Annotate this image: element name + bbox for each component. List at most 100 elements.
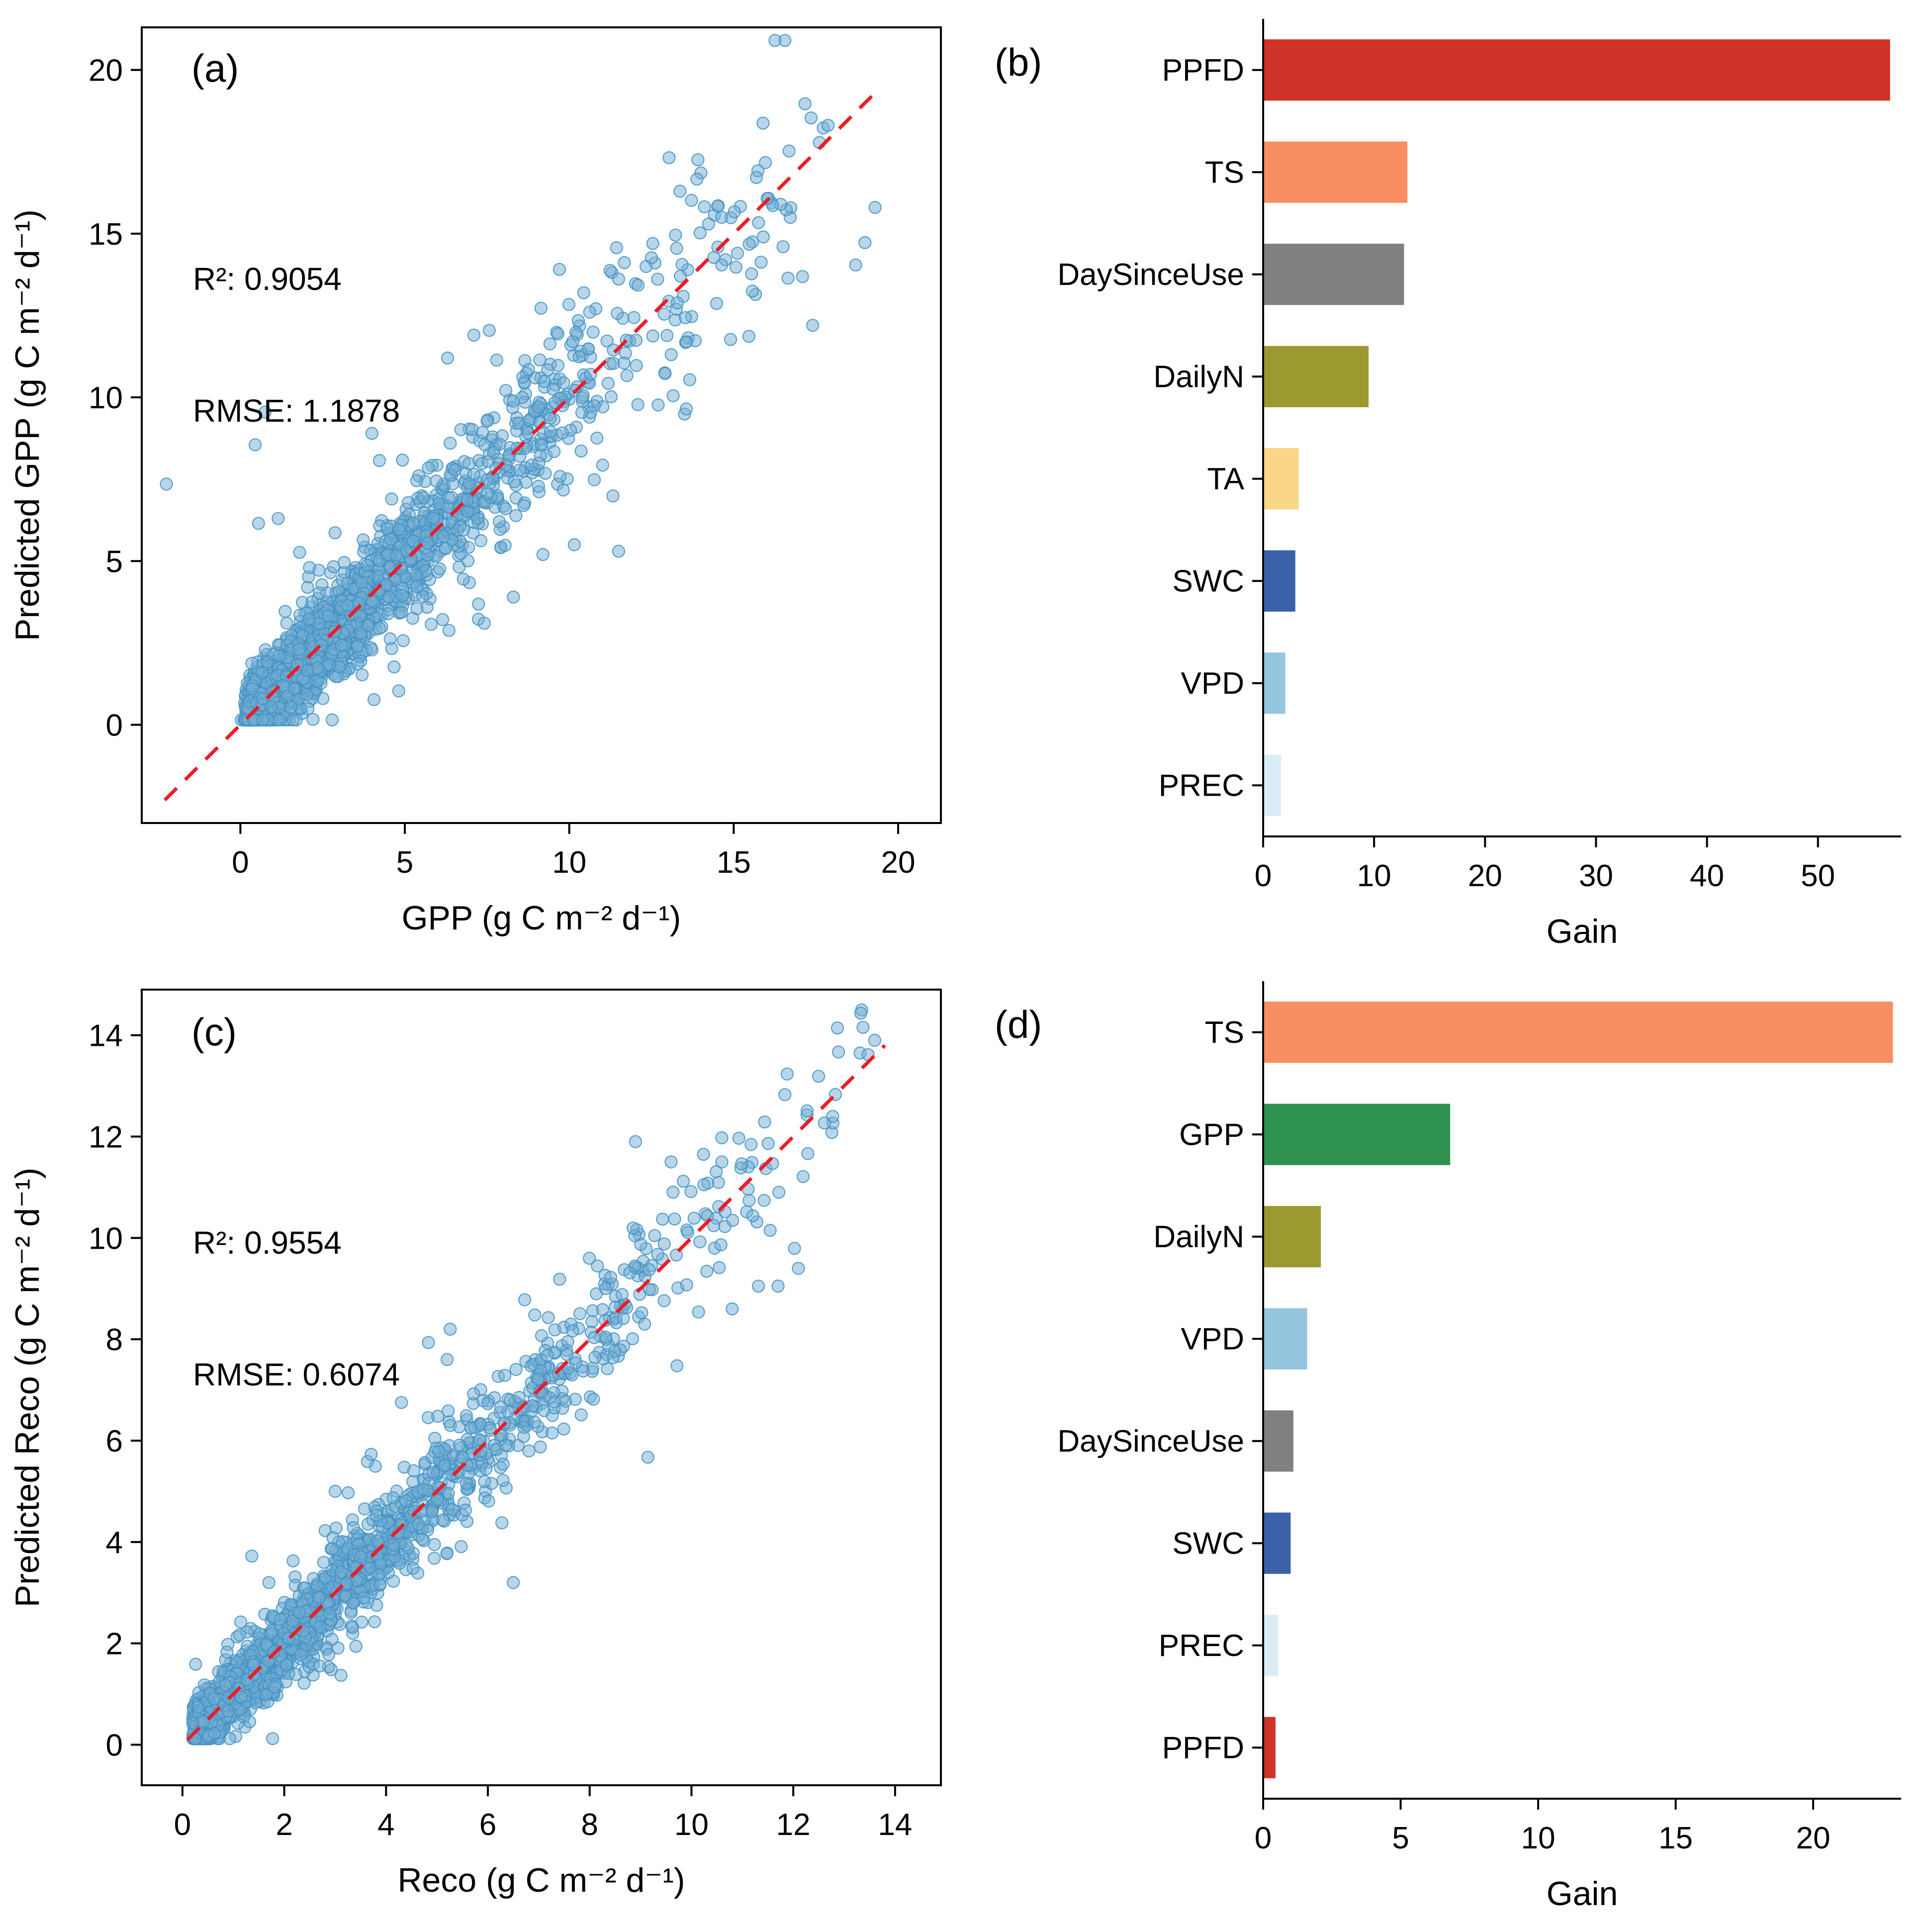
scatter-point	[381, 607, 395, 621]
scatter-outlier-point	[792, 1262, 805, 1275]
scatter-point	[326, 1531, 340, 1545]
scatter-point	[608, 1345, 622, 1358]
scatter-point	[496, 1473, 510, 1487]
scatter-point	[745, 284, 759, 298]
scatter-point	[631, 278, 645, 292]
category-label: SWC	[1172, 564, 1244, 598]
scatter-point	[481, 1397, 494, 1410]
x-tick-label: 15	[1658, 1821, 1693, 1855]
r2-value-gpp: R²: 0.9054	[193, 261, 342, 297]
scatter-point	[292, 1606, 306, 1619]
x-tick-label: 2	[276, 1808, 292, 1842]
scatter-point	[712, 1176, 725, 1189]
identity-line	[163, 94, 873, 802]
scatter-point	[323, 658, 336, 671]
scatter-point	[670, 1359, 684, 1373]
scatter-point	[586, 325, 600, 339]
scatter-point	[432, 1445, 446, 1459]
scatter-point	[566, 1324, 579, 1338]
scatter-point	[535, 439, 548, 452]
category-label: DaySinceUse	[1057, 258, 1244, 292]
scatter-point	[576, 1364, 590, 1378]
scatter-point	[715, 210, 729, 224]
scatter-point	[534, 301, 548, 315]
scatter-point	[440, 1547, 454, 1560]
scatter-point	[482, 324, 496, 337]
scatter-point	[544, 425, 557, 439]
scatter-point	[801, 1147, 815, 1160]
scatter-point	[334, 1668, 348, 1682]
scatter-point	[555, 426, 569, 440]
scatter-point	[617, 1312, 630, 1325]
scatter-point	[385, 492, 398, 506]
scatter-point	[557, 376, 570, 390]
scatter-point	[631, 398, 644, 411]
scatter-point	[455, 1540, 468, 1554]
scatter-point	[425, 618, 438, 631]
scatter-point	[577, 286, 590, 299]
scatter-point	[685, 193, 698, 207]
scatter-point	[751, 1280, 765, 1293]
scatter-point	[496, 1458, 510, 1471]
scatter-point	[693, 1235, 707, 1249]
scatter-point	[664, 348, 678, 362]
scatter-point	[306, 713, 320, 726]
scatter-point	[534, 1440, 547, 1454]
x-tick-label: 20	[881, 845, 916, 880]
scatter-point	[499, 502, 512, 516]
scatter-point	[758, 1115, 771, 1129]
scatter-point	[532, 400, 545, 414]
y-tick-label: 0	[106, 1728, 123, 1762]
identity-line	[186, 1044, 886, 1741]
scatter-point	[757, 1193, 771, 1207]
stats-block-c: R²: 0.9554 RMSE: 0.6074	[193, 1133, 400, 1484]
scatter-outlier-point	[507, 1576, 520, 1589]
scatter-point	[301, 702, 315, 716]
scatter-point	[498, 539, 512, 552]
scatter-point	[393, 523, 406, 536]
y-axis-label: Predicted Reco (g C m⁻² d⁻¹)	[8, 1168, 46, 1607]
scatter-point	[460, 1409, 473, 1422]
scatter-point	[233, 1628, 246, 1642]
scatter-outlier-point	[328, 1484, 342, 1498]
scatter-point	[266, 1732, 279, 1745]
scatter-point	[273, 713, 286, 727]
r2-value-reco: R²: 0.9554	[193, 1224, 342, 1261]
scatter-outlier-point	[612, 545, 626, 558]
scatter-point	[670, 242, 683, 255]
scatter-point	[547, 382, 560, 396]
scatter-outlier-point	[507, 590, 520, 604]
scatter-point	[460, 493, 474, 507]
scatter-point	[406, 1561, 420, 1575]
scatter-point	[858, 236, 872, 249]
scatter-point	[800, 1104, 814, 1117]
scatter-point	[355, 576, 368, 589]
scatter-outlier-point	[467, 328, 481, 342]
scatter-point	[312, 617, 326, 631]
scatter-point	[599, 1282, 612, 1295]
scatter-point	[562, 298, 576, 311]
bar-ts	[1263, 1002, 1893, 1063]
scatter-point	[606, 489, 620, 503]
scatter-point	[670, 296, 684, 310]
scatter-point	[479, 1462, 493, 1475]
scatter-point	[416, 590, 430, 603]
scatter-point	[498, 1369, 512, 1382]
scatter-outlier-point	[440, 1353, 454, 1367]
scatter-point	[260, 676, 273, 690]
scatter-point	[335, 639, 349, 652]
scatter-point	[387, 660, 401, 674]
scatter-outlier-point	[536, 548, 550, 561]
scatter-point	[278, 605, 292, 618]
scatter-point	[368, 1615, 381, 1629]
x-tick-label: 14	[878, 1808, 912, 1842]
category-label: PREC	[1159, 1629, 1244, 1663]
scatter-point	[478, 1474, 491, 1488]
scatter-point	[758, 156, 772, 170]
scatter-points	[160, 34, 882, 727]
scatter-point	[390, 549, 403, 562]
scatter-point	[560, 1348, 573, 1361]
scatter-point	[541, 363, 554, 376]
scatter-point	[596, 459, 610, 472]
x-axis-label: Reco (g C m⁻² d⁻¹)	[397, 1861, 685, 1899]
